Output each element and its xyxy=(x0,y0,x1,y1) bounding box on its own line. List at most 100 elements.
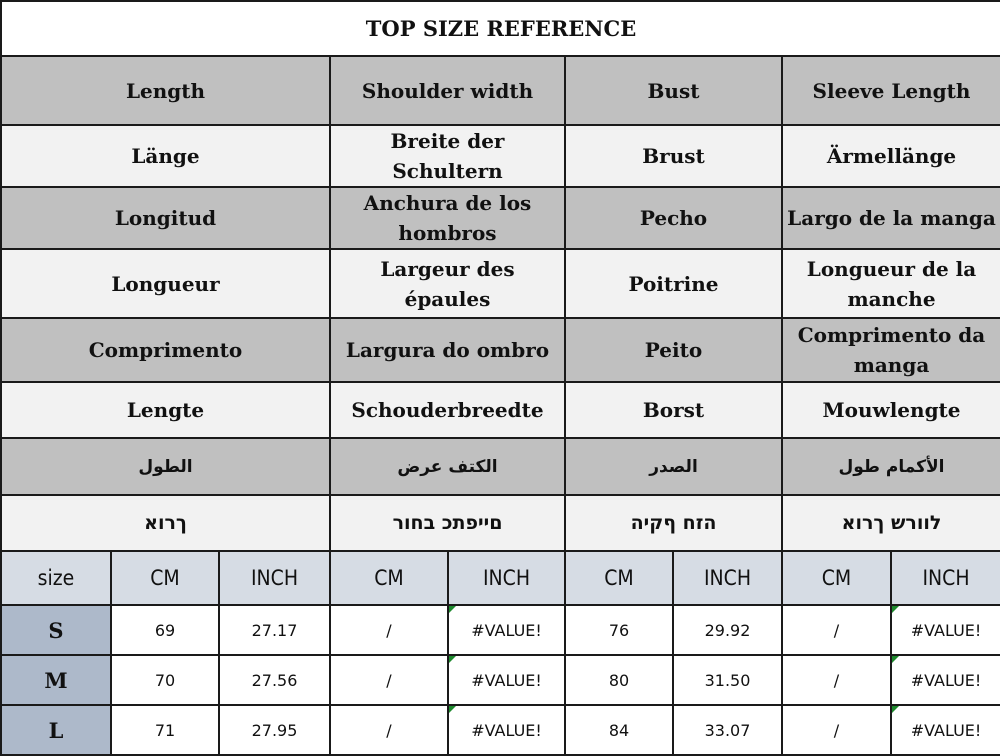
unit-header: INCH xyxy=(447,550,566,606)
value-text: #VALUE! xyxy=(471,720,542,740)
value-text: #VALUE! xyxy=(910,620,982,640)
value-text: 84 xyxy=(608,720,630,740)
error-marker-icon xyxy=(450,607,456,613)
label-shoulder-width: םייפתכ בחור xyxy=(329,494,566,552)
value-text: #VALUE! xyxy=(910,670,982,690)
unit-header-row: size CM INCH CM INCH CM INCH CM INCH xyxy=(0,550,1000,606)
value-text: / xyxy=(833,620,840,640)
label-shoulder-width: Anchura de los hombros xyxy=(329,186,566,250)
unit-header: CM xyxy=(564,550,674,606)
label-shoulder-width: Shoulder width xyxy=(329,55,566,126)
label-length: ךרוא xyxy=(0,494,331,552)
value-text: / xyxy=(833,720,840,740)
label-sleeve-length: לוורש ךרוא xyxy=(781,494,1000,552)
label-length: Longueur xyxy=(0,248,331,319)
value-text: 71 xyxy=(154,720,176,740)
label-sleeve-length: Sleeve Length xyxy=(781,55,1000,126)
label-bust: الصدر xyxy=(564,437,783,496)
value-text: #VALUE! xyxy=(910,720,982,740)
label-shoulder-width: Schouderbreedte xyxy=(329,381,566,439)
unit-header: INCH xyxy=(218,550,331,606)
label-sleeve-length: Comprimento da manga xyxy=(781,317,1000,383)
value-cell: 31.50 xyxy=(672,654,783,706)
label-bust: Brust xyxy=(564,124,783,188)
label-sleeve-length: الأكمام طول xyxy=(781,437,1000,496)
value-text: 31.50 xyxy=(704,670,751,690)
value-cell: / xyxy=(781,604,892,656)
label-row: Lengte Schouderbreedte Borst Mouwlengte xyxy=(0,381,1000,439)
label-bust: Peito xyxy=(564,317,783,383)
table-row: S 69 27.17 / #VALUE! 76 29.92 / #VALUE! xyxy=(0,604,1000,656)
size-label: M xyxy=(0,654,112,706)
label-length: Lengte xyxy=(0,381,331,439)
value-cell: #VALUE! xyxy=(447,654,566,706)
unit-header: CM xyxy=(781,550,892,606)
value-cell: 80 xyxy=(564,654,674,706)
label-sleeve-length: Longueur de la manche xyxy=(781,248,1000,319)
label-length: Länge xyxy=(0,124,331,188)
value-cell: 27.56 xyxy=(218,654,331,706)
error-marker-icon xyxy=(450,707,456,713)
label-row: الطول الكتف عرض الصدر الأكمام طول xyxy=(0,437,1000,496)
error-marker-icon xyxy=(893,607,899,613)
label-length: الطول xyxy=(0,437,331,496)
unit-header: CM xyxy=(329,550,449,606)
label-bust: Borst xyxy=(564,381,783,439)
value-cell: / xyxy=(329,704,449,756)
value-cell: 76 xyxy=(564,604,674,656)
value-cell: / xyxy=(781,654,892,706)
label-shoulder-width: Largura do ombro xyxy=(329,317,566,383)
value-cell: 27.95 xyxy=(218,704,331,756)
table-row: M 70 27.56 / #VALUE! 80 31.50 / #VALUE! xyxy=(0,654,1000,706)
label-bust: Pecho xyxy=(564,186,783,250)
label-shoulder-width: الكتف عرض xyxy=(329,437,566,496)
label-length: Length xyxy=(0,55,331,126)
value-text: 27.17 xyxy=(251,620,298,640)
value-cell: #VALUE! xyxy=(890,704,1000,756)
label-row: Longueur Largeur des épaules Poitrine Longu… xyxy=(0,248,1000,319)
value-text: 27.56 xyxy=(251,670,298,690)
value-cell: 69 xyxy=(110,604,220,656)
value-cell: / xyxy=(329,604,449,656)
value-cell: 71 xyxy=(110,704,220,756)
error-marker-icon xyxy=(893,657,899,663)
value-text: #VALUE! xyxy=(471,620,542,640)
value-cell: #VALUE! xyxy=(890,654,1000,706)
label-sleeve-length: Mouwlengte xyxy=(781,381,1000,439)
size-header: size xyxy=(0,550,112,606)
value-text: 33.07 xyxy=(704,720,751,740)
unit-header: CM xyxy=(110,550,220,606)
value-text: / xyxy=(386,670,392,690)
value-text: 27.95 xyxy=(251,720,298,740)
label-row: Länge Breite der Schultern Brust Ärmellänge xyxy=(0,124,1000,188)
label-bust: Bust xyxy=(564,55,783,126)
label-row: Comprimento Largura do ombro Peito Comprime… xyxy=(0,317,1000,383)
table-row: L 71 27.95 / #VALUE! 84 33.07 / #VALUE! xyxy=(0,704,1000,756)
chart-title: TOP SIZE REFERENCE xyxy=(0,0,1000,57)
value-text: #VALUE! xyxy=(471,670,542,690)
label-shoulder-width: Largeur des épaules xyxy=(329,248,566,319)
value-cell: 84 xyxy=(564,704,674,756)
size-label: S xyxy=(0,604,112,656)
size-label: L xyxy=(0,704,112,756)
value-text: / xyxy=(386,620,392,640)
unit-header: INCH xyxy=(672,550,783,606)
value-text: 70 xyxy=(154,670,176,690)
value-cell: / xyxy=(781,704,892,756)
label-row: ךרוא םייפתכ בחור הזח ףקיה לוורש ךרוא xyxy=(0,494,1000,552)
label-length: Longitud xyxy=(0,186,331,250)
label-row: Length Shoulder width Bust Sleeve Length xyxy=(0,55,1000,126)
label-bust: Poitrine xyxy=(564,248,783,319)
error-marker-icon xyxy=(893,707,899,713)
value-text: 69 xyxy=(154,620,176,640)
label-bust: הזח ףקיה xyxy=(564,494,783,552)
value-cell: 27.17 xyxy=(218,604,331,656)
label-row: Longitud Anchura de los hombros Pecho Largo… xyxy=(0,186,1000,250)
value-cell: 29.92 xyxy=(672,604,783,656)
value-cell: 33.07 xyxy=(672,704,783,756)
label-sleeve-length: Largo de la manga xyxy=(781,186,1000,250)
error-marker-icon xyxy=(450,657,456,663)
label-length: Comprimento xyxy=(0,317,331,383)
label-sleeve-length: Ärmellänge xyxy=(781,124,1000,188)
